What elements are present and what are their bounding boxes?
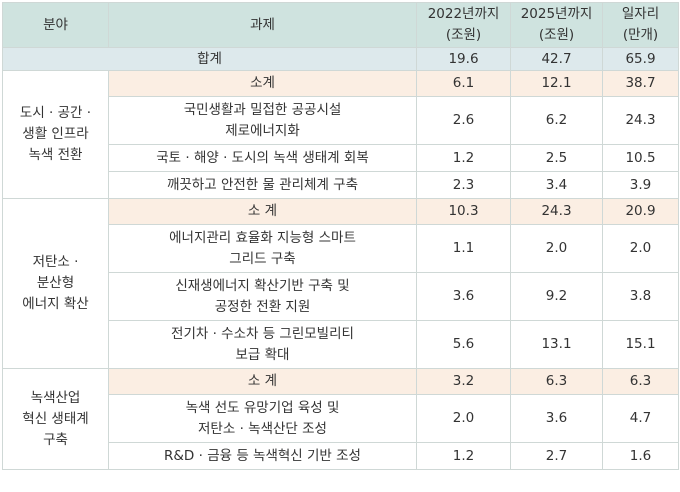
subtotal-2025: 24.3: [510, 198, 603, 225]
subtotal-2022: 3.2: [416, 368, 511, 395]
value-jobs: 24.3: [602, 96, 679, 145]
total-2025: 42.7: [510, 47, 603, 71]
header-2025: 2025년까지 (조원): [510, 2, 603, 48]
subtotal-label: 소 계: [108, 198, 417, 225]
value-jobs: 10.5: [602, 144, 679, 172]
value-2022: 2.3: [416, 171, 511, 199]
total-row: 합계 19.6 42.7 65.9: [2, 47, 679, 71]
table-row: R&D · 금융 등 녹색혁신 기반 조성 1.2 2.7 1.6: [3, 442, 679, 470]
task-cell: 에너지관리 효율화 지능형 스마트 그리드 구축: [108, 224, 417, 273]
subtotal-row: 도시 · 공간 · 생활 인프라 녹색 전환 소계 6.1 12.1 38.7: [2, 70, 679, 199]
subtotal-label: 소계: [108, 70, 417, 97]
value-2025: 6.2: [510, 96, 603, 145]
value-2025: 3.6: [510, 394, 603, 443]
category-cell: 저탄소 · 분산형 에너지 확산: [2, 198, 109, 369]
subtotal-jobs: 38.7: [602, 70, 679, 97]
green-newdeal-table: 분야 과제 2022년까지 (조원) 2025년까지 (조원) 일자리 (만개) 합계…: [2, 2, 679, 470]
value-jobs: 3.9: [602, 171, 679, 199]
task-cell: 녹색 선도 유망기업 육성 및 저탄소 · 녹색산단 조성: [108, 394, 417, 443]
value-2022: 1.2: [416, 442, 511, 470]
task-cell: 전기차 · 수소차 등 그린모빌리티 보급 확대: [108, 320, 417, 369]
value-2025: 3.4: [510, 171, 603, 199]
subtotal-row: 녹색산업 혁신 생태계 구축 소 계 3.2 6.3 6.3: [2, 368, 679, 470]
table-row: 녹색 선도 유망기업 육성 및 저탄소 · 녹색산단 조성 2.0 3.6 4.7: [3, 394, 679, 443]
table-row: 전기차 · 수소차 등 그린모빌리티 보급 확대 5.6 13.1 15.1: [3, 320, 679, 369]
value-jobs: 3.8: [602, 272, 679, 321]
value-2022: 1.1: [416, 224, 511, 273]
subtotal-2025: 6.3: [510, 368, 603, 395]
header-category: 분야: [2, 2, 109, 48]
total-label: 합계: [2, 47, 417, 71]
header-task: 과제: [108, 2, 417, 48]
value-jobs: 4.7: [602, 394, 679, 443]
table-row: 국민생활과 밀접한 공공시설 제로에너지화 2.6 6.2 24.3: [3, 96, 679, 145]
total-2022: 19.6: [416, 47, 511, 71]
value-2025: 13.1: [510, 320, 603, 369]
subtotal-row: 저탄소 · 분산형 에너지 확산 소 계 10.3 24.3 20.9: [2, 198, 679, 369]
subtotal-label: 소 계: [108, 368, 417, 395]
header-2022: 2022년까지 (조원): [416, 2, 511, 48]
value-2025: 9.2: [510, 272, 603, 321]
value-2022: 2.6: [416, 96, 511, 145]
subtotal-jobs: 6.3: [602, 368, 679, 395]
value-jobs: 2.0: [602, 224, 679, 273]
subtotal-jobs: 20.9: [602, 198, 679, 225]
category-cell: 녹색산업 혁신 생태계 구축: [2, 368, 109, 470]
header-jobs: 일자리 (만개): [602, 2, 679, 48]
value-2022: 1.2: [416, 144, 511, 172]
task-cell: 깨끗하고 안전한 물 관리체계 구축: [108, 171, 417, 199]
value-2025: 2.5: [510, 144, 603, 172]
subtotal-2022: 10.3: [416, 198, 511, 225]
table-row: 신재생에너지 확산기반 구축 및 공정한 전환 지원 3.6 9.2 3.8: [3, 272, 679, 321]
value-2025: 2.0: [510, 224, 603, 273]
table-row: 국토 · 해양 · 도시의 녹색 생태계 회복 1.2 2.5 10.5: [3, 144, 679, 172]
task-cell: 신재생에너지 확산기반 구축 및 공정한 전환 지원: [108, 272, 417, 321]
value-2025: 2.7: [510, 442, 603, 470]
subtotal-2025: 12.1: [510, 70, 603, 97]
value-jobs: 1.6: [602, 442, 679, 470]
task-cell: 국민생활과 밀접한 공공시설 제로에너지화: [108, 96, 417, 145]
header-row: 분야 과제 2022년까지 (조원) 2025년까지 (조원) 일자리 (만개): [2, 2, 679, 48]
value-2022: 2.0: [416, 394, 511, 443]
value-2022: 5.6: [416, 320, 511, 369]
task-cell: 국토 · 해양 · 도시의 녹색 생태계 회복: [108, 144, 417, 172]
total-jobs: 65.9: [602, 47, 679, 71]
task-cell: R&D · 금융 등 녹색혁신 기반 조성: [108, 442, 417, 470]
value-jobs: 15.1: [602, 320, 679, 369]
subtotal-2022: 6.1: [416, 70, 511, 97]
value-2022: 3.6: [416, 272, 511, 321]
category-cell: 도시 · 공간 · 생활 인프라 녹색 전환: [2, 70, 109, 199]
